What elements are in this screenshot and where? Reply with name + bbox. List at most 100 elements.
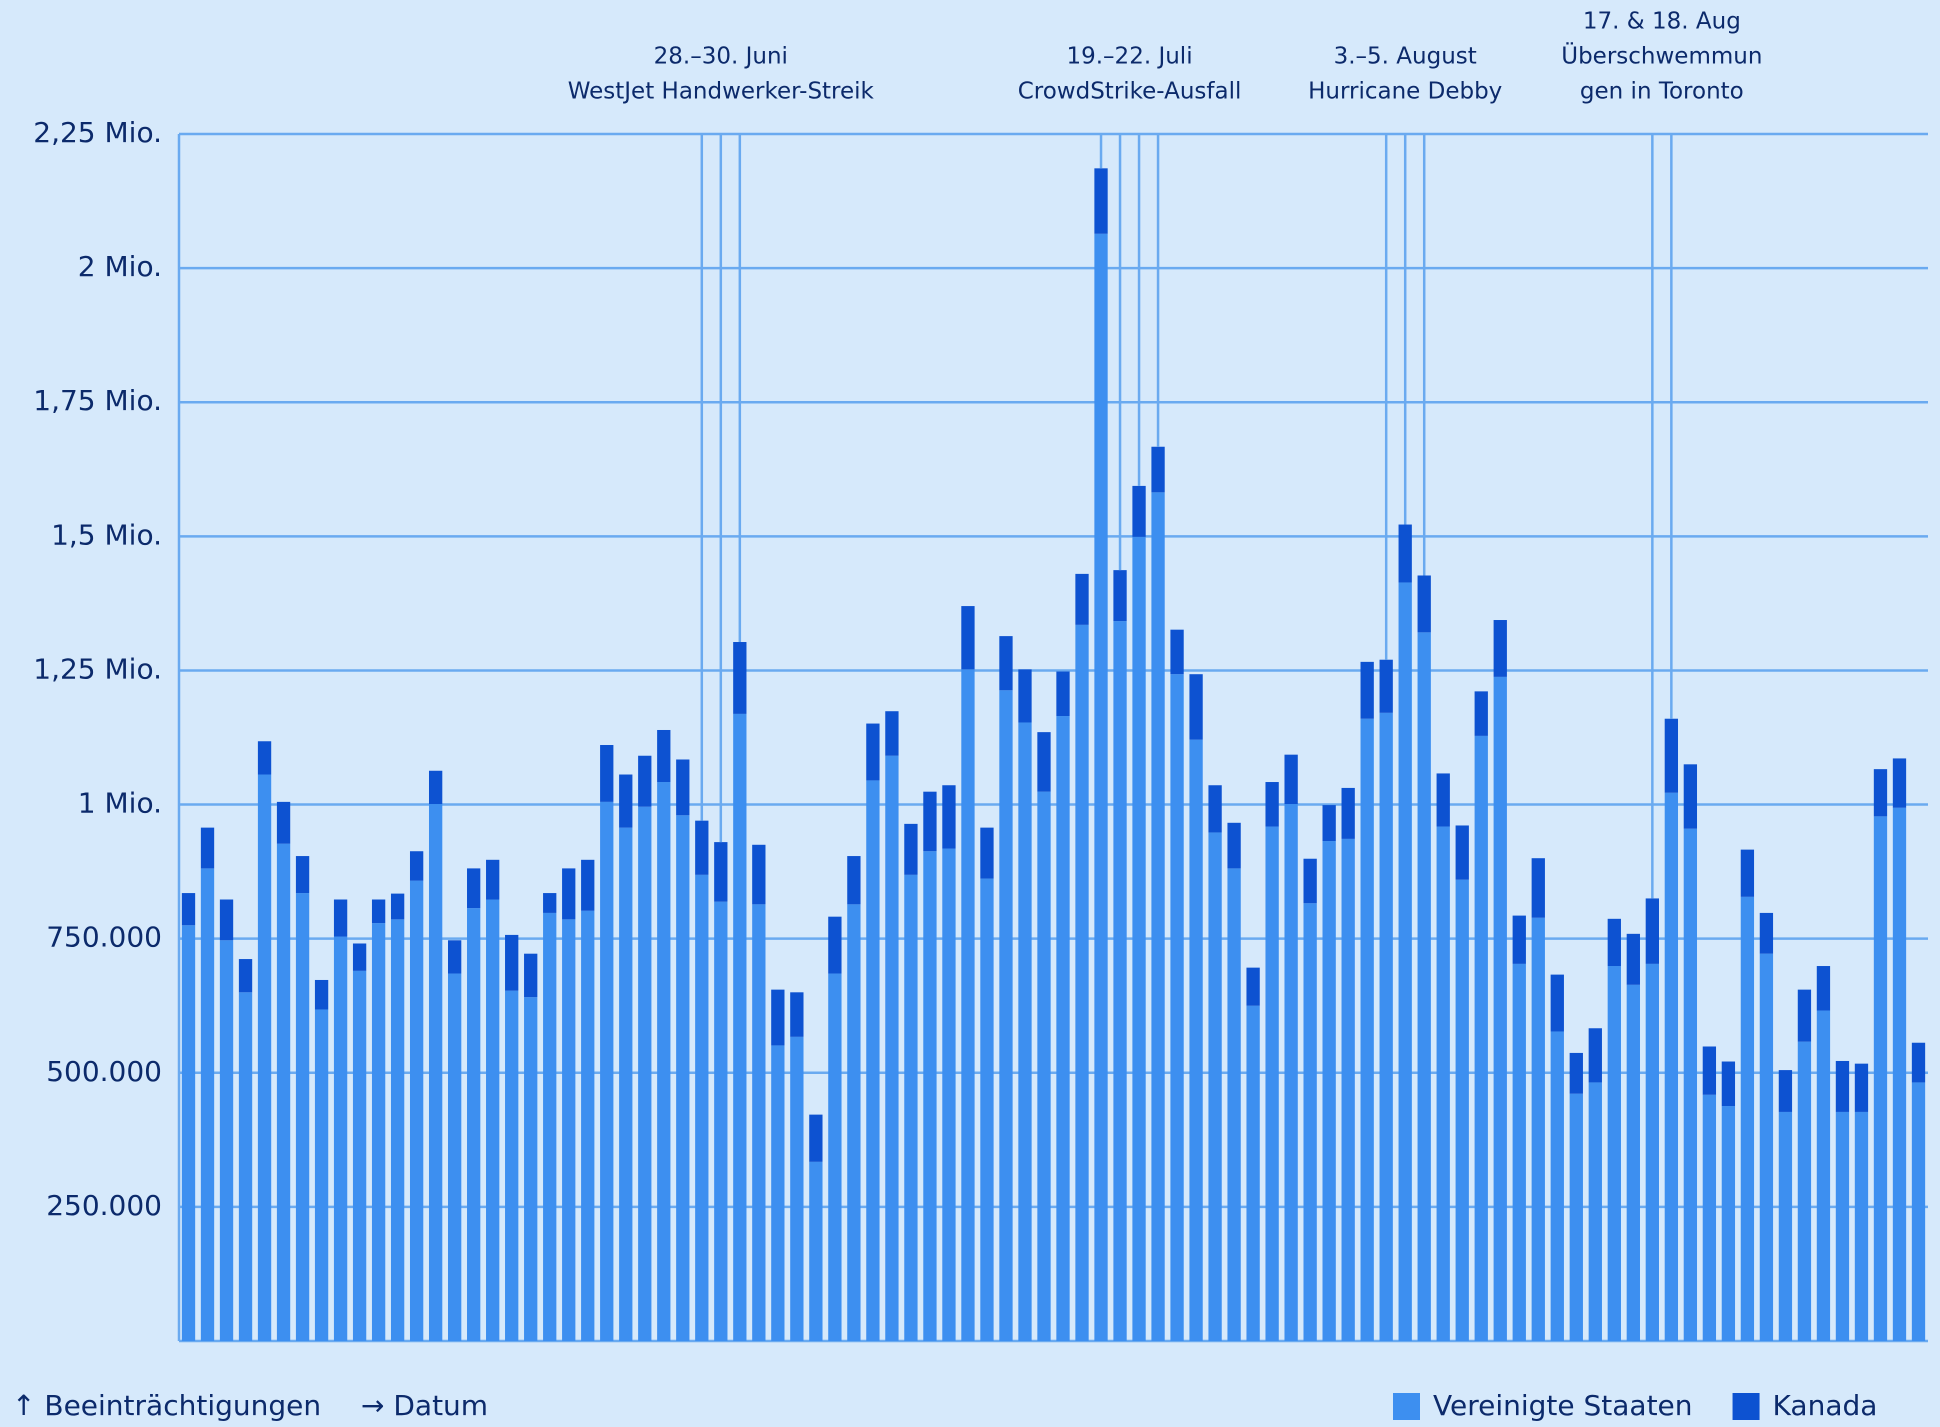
bar-segment bbox=[1132, 536, 1146, 1341]
bar-segment bbox=[1379, 659, 1393, 713]
bar-segment bbox=[1056, 671, 1070, 717]
bar-segment bbox=[1246, 1005, 1260, 1341]
bar-segment bbox=[238, 959, 253, 993]
bar-segment bbox=[999, 690, 1013, 1341]
bar-segment bbox=[1873, 816, 1888, 1341]
legend-swatch bbox=[1393, 1393, 1420, 1420]
bar-segment bbox=[238, 992, 253, 1341]
bar-segment bbox=[543, 912, 557, 1341]
bar-segment bbox=[581, 859, 595, 911]
annotation-text: gen in Toronto bbox=[1580, 79, 1744, 105]
bar-segment bbox=[181, 893, 196, 926]
bar-segment bbox=[733, 713, 747, 1341]
bar-segment bbox=[257, 741, 272, 775]
bar-segment bbox=[619, 774, 633, 828]
bar-segment bbox=[1018, 669, 1032, 723]
bar-segment bbox=[1645, 898, 1659, 964]
bar-segment bbox=[866, 780, 880, 1341]
bar-segment bbox=[1759, 953, 1774, 1341]
bar-segment bbox=[1189, 674, 1203, 740]
bar-segment bbox=[999, 636, 1013, 691]
bar-segment bbox=[200, 868, 215, 1341]
bar-segment bbox=[1208, 832, 1222, 1341]
bar-segment bbox=[1531, 858, 1545, 918]
bar-segment bbox=[1474, 691, 1488, 736]
bar-segment bbox=[1588, 1082, 1602, 1341]
bar-segment bbox=[257, 774, 272, 1341]
bar-segment bbox=[828, 973, 842, 1341]
bar-segment bbox=[1873, 769, 1888, 817]
bar-segment bbox=[1189, 739, 1203, 1341]
bar-segment bbox=[885, 755, 899, 1341]
bar-segment bbox=[409, 851, 424, 881]
bar-segment bbox=[1056, 716, 1070, 1341]
legend-label: Vereinigte Staaten bbox=[1433, 1389, 1693, 1422]
bar-segment bbox=[1455, 879, 1469, 1341]
bar-segment bbox=[562, 868, 576, 920]
bar-segment bbox=[276, 843, 291, 1341]
bar-segment bbox=[486, 899, 500, 1341]
bar-segment bbox=[1094, 233, 1108, 1341]
bar-segment bbox=[352, 943, 367, 971]
y-tick-label: 750.000 bbox=[46, 921, 162, 954]
bar-segment bbox=[543, 893, 557, 913]
bar-segment bbox=[1436, 826, 1450, 1341]
bar-segment bbox=[1208, 785, 1222, 833]
bar-segment bbox=[1892, 807, 1907, 1341]
bar-segment bbox=[276, 801, 291, 844]
bar-segment bbox=[1018, 722, 1032, 1341]
bar-segment bbox=[1816, 966, 1831, 1011]
annotation-text: 19.–22. Juli bbox=[1066, 44, 1192, 70]
bar-segment bbox=[295, 893, 310, 1341]
bar-segment bbox=[676, 815, 690, 1341]
bar-segment bbox=[1360, 661, 1374, 719]
bar-segment bbox=[714, 901, 728, 1341]
bar-segment bbox=[333, 936, 348, 1341]
bar-segment bbox=[1094, 168, 1108, 234]
bar-segment bbox=[524, 953, 538, 998]
bar-segment bbox=[314, 1009, 329, 1341]
bar-segment bbox=[942, 785, 956, 849]
bar-segment bbox=[1664, 718, 1679, 793]
bar-segment bbox=[1151, 446, 1165, 493]
bar-segment bbox=[676, 759, 690, 816]
bar-segment bbox=[390, 919, 405, 1341]
bar-segment bbox=[1075, 573, 1089, 625]
bar-segment bbox=[1265, 782, 1279, 827]
bar-segment bbox=[1322, 805, 1336, 842]
bar-segment bbox=[1417, 632, 1431, 1341]
bar-segment bbox=[695, 820, 709, 875]
bar-segment bbox=[1284, 754, 1298, 805]
annotation-text: WestJet Handwerker-Streik bbox=[568, 79, 875, 105]
x-axis-label: → Datum bbox=[361, 1389, 488, 1422]
bar-segment bbox=[1246, 967, 1260, 1006]
legend-swatch bbox=[1732, 1393, 1760, 1420]
bar-segment bbox=[828, 916, 842, 974]
annotation-text: CrowdStrike-Ausfall bbox=[1018, 79, 1242, 105]
bar-segment bbox=[1341, 787, 1355, 839]
bar-segment bbox=[752, 904, 766, 1341]
bar-segment bbox=[1854, 1063, 1869, 1112]
bar-segment bbox=[1721, 1106, 1736, 1341]
annotation-text: 28.–30. Juni bbox=[654, 44, 788, 70]
bar-segment bbox=[961, 669, 975, 1341]
y-tick-label: 1,5 Mio. bbox=[51, 518, 162, 551]
bar-segment bbox=[885, 711, 899, 756]
bar-segment bbox=[1398, 524, 1412, 583]
bar-segment bbox=[1740, 849, 1755, 897]
bar-segment bbox=[809, 1161, 823, 1341]
bar-segment bbox=[1151, 492, 1165, 1342]
bar-segment bbox=[1759, 912, 1774, 954]
bar-segment bbox=[1683, 764, 1698, 829]
bar-segment bbox=[1436, 773, 1450, 827]
bar-segment bbox=[581, 910, 595, 1341]
bar-segment bbox=[1911, 1082, 1926, 1341]
bar-segment bbox=[1170, 674, 1184, 1341]
bar-segment bbox=[333, 899, 348, 937]
bar-segment bbox=[1797, 1041, 1812, 1341]
bar-segment bbox=[409, 880, 424, 1341]
bar-segment bbox=[1778, 1111, 1793, 1341]
bar-segment bbox=[1645, 963, 1659, 1341]
bar-segment bbox=[1398, 582, 1412, 1341]
bar-segment bbox=[1683, 828, 1698, 1341]
